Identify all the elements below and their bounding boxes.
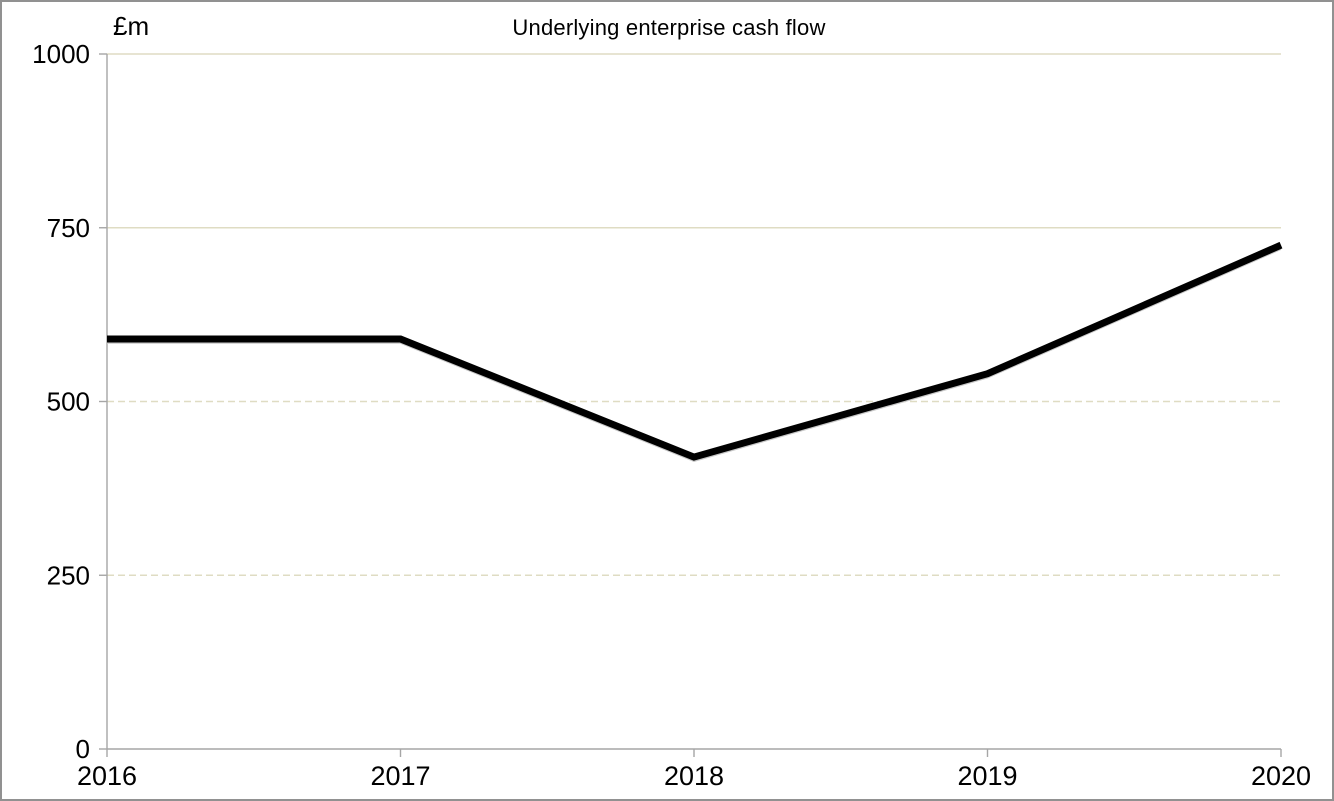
y-axis-ticks: 0 250 500 750 1000: [32, 39, 107, 764]
gridlines: [107, 53, 1281, 576]
y-axis-unit-label: £m: [113, 11, 150, 41]
chart-title: Underlying enterprise cash flow: [512, 15, 826, 40]
y-tick-label: 250: [47, 560, 90, 590]
series-line-shadow: [107, 248, 1282, 462]
x-axis-ticks: 2016 2017 2018 2019 2020: [77, 749, 1311, 791]
x-tick-label: 2017: [370, 761, 430, 791]
x-tick-label: 2019: [957, 761, 1017, 791]
y-tick-label: 500: [47, 387, 90, 417]
y-tick-label: 0: [76, 734, 90, 764]
series-line-underlying-enterprise-cash-flow: [107, 241, 1283, 461]
y-tick-label: 750: [47, 213, 90, 243]
y-tick-label: 1000: [32, 39, 90, 69]
x-tick-label: 2016: [77, 761, 137, 791]
x-tick-label: 2018: [664, 761, 724, 791]
x-tick-label: 2020: [1251, 761, 1311, 791]
